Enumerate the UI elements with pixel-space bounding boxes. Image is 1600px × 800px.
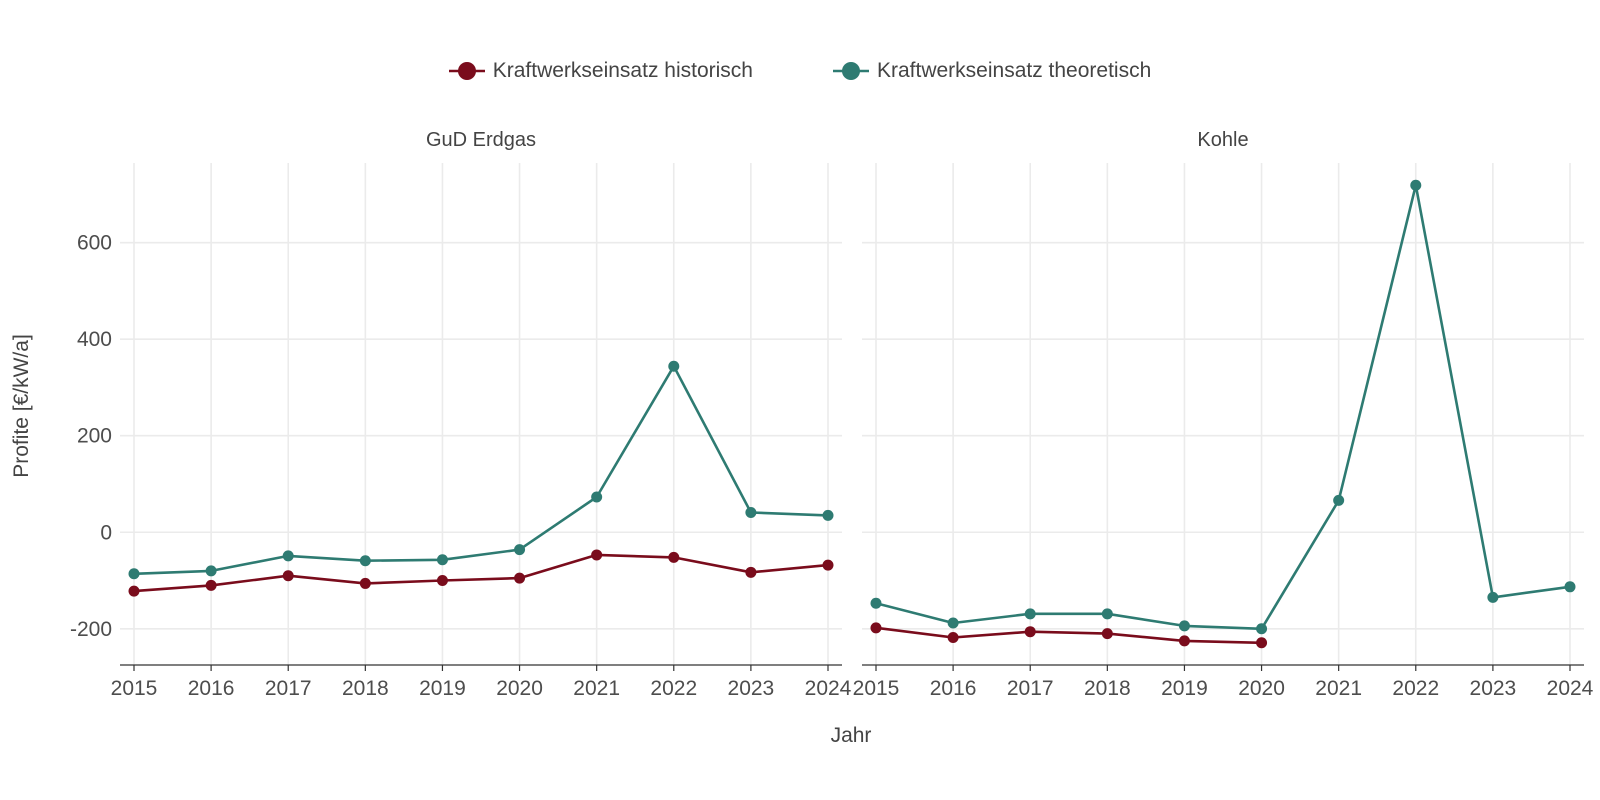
- data-point-historic[interactable]: [1101, 628, 1113, 640]
- x-tick-label: 2023: [1470, 677, 1517, 700]
- x-tick-label: 2018: [1084, 677, 1131, 700]
- data-point-theoretic[interactable]: [205, 565, 217, 577]
- data-point-historic[interactable]: [947, 631, 959, 643]
- data-point-historic[interactable]: [870, 622, 882, 634]
- data-point-historic[interactable]: [822, 559, 834, 571]
- x-tick-label: 2019: [1161, 677, 1208, 700]
- data-point-theoretic[interactable]: [668, 360, 680, 372]
- data-point-theoretic[interactable]: [1178, 620, 1190, 632]
- panel-1: 2015 2016 2017 2018 2019 2020 2021 2022 2023 2024…: [70, 129, 852, 700]
- y-tick-label: 400: [77, 328, 112, 351]
- chart-panels: 2015 2016 2017 2018 2019 2020 2021 2022 2023 2024…: [70, 129, 1594, 700]
- data-point-theoretic[interactable]: [128, 568, 140, 580]
- x-tick-label: 2022: [650, 677, 697, 700]
- x-tick-label: 2020: [1238, 677, 1285, 700]
- data-point-historic[interactable]: [745, 566, 757, 578]
- y-tick-label: -200: [70, 618, 112, 641]
- data-point-historic[interactable]: [1256, 637, 1268, 649]
- data-point-historic[interactable]: [1178, 635, 1190, 647]
- data-point-theoretic[interactable]: [1101, 608, 1113, 620]
- data-point-theoretic[interactable]: [745, 506, 757, 518]
- series-line-historic: [875, 626, 1262, 645]
- data-point-theoretic[interactable]: [282, 550, 294, 562]
- data-point-theoretic[interactable]: [1024, 608, 1036, 620]
- data-point-historic[interactable]: [282, 570, 294, 582]
- x-tick-label: 2021: [1315, 677, 1362, 700]
- data-point-theoretic[interactable]: [1256, 623, 1268, 635]
- x-tick-label: 2024: [805, 677, 852, 700]
- panel-title: GuD Erdgas: [426, 129, 536, 151]
- panel-title: Kohle: [1197, 129, 1248, 151]
- y-axis-title: Profite [€/kW/a]: [10, 334, 33, 478]
- x-tick-label: 2023: [728, 677, 775, 700]
- data-point-theoretic[interactable]: [514, 544, 526, 556]
- x-tick-label: 2021: [573, 677, 620, 700]
- data-point-theoretic[interactable]: [1487, 591, 1499, 603]
- y-tick-label: 600: [77, 232, 112, 255]
- x-tick-label: 2020: [496, 677, 543, 700]
- x-tick-label: 2016: [930, 677, 977, 700]
- data-point-theoretic[interactable]: [870, 597, 882, 609]
- data-point-historic[interactable]: [1024, 626, 1036, 638]
- x-tick-label: 2024: [1547, 677, 1594, 700]
- x-tick-label: 2015: [111, 677, 158, 700]
- data-point-historic[interactable]: [128, 585, 140, 597]
- data-point-historic[interactable]: [514, 572, 526, 584]
- data-point-theoretic[interactable]: [591, 491, 603, 503]
- x-tick-label: 2017: [1007, 677, 1054, 700]
- legend-label-theoretic: Kraftwerkseinsatz theoretisch: [876, 59, 1152, 82]
- y-tick-label: 200: [77, 425, 112, 448]
- y-tick-label: 0: [100, 521, 112, 544]
- data-point-historic[interactable]: [205, 579, 217, 591]
- data-point-theoretic[interactable]: [1333, 494, 1345, 506]
- x-tick-label: 2016: [188, 677, 235, 700]
- legend-key-historic: [448, 62, 485, 80]
- data-point-theoretic[interactable]: [1410, 179, 1422, 191]
- data-point-theoretic[interactable]: [359, 555, 371, 567]
- legend-key-theoretic: [832, 62, 869, 80]
- x-tick-label: 2017: [265, 677, 312, 700]
- legend: Kraftwerkseinsatz historisch Kraftwerkse…: [0, 57, 1600, 85]
- data-point-theoretic[interactable]: [822, 509, 834, 521]
- series-line-theoretic: [133, 364, 829, 576]
- data-point-historic[interactable]: [359, 577, 371, 589]
- data-point-theoretic[interactable]: [1564, 581, 1576, 593]
- data-point-theoretic[interactable]: [436, 554, 448, 566]
- legend-item-theoretic[interactable]: Kraftwerkseinsatz theoretisch: [832, 57, 1152, 85]
- data-point-historic[interactable]: [436, 575, 448, 587]
- legend-item-historic[interactable]: Kraftwerkseinsatz historisch: [448, 57, 753, 85]
- data-point-theoretic[interactable]: [947, 617, 959, 629]
- x-tick-label: 2015: [853, 677, 900, 700]
- legend-label-historic: Kraftwerkseinsatz historisch: [492, 59, 753, 82]
- series-line-theoretic: [875, 183, 1571, 631]
- data-point-historic[interactable]: [591, 549, 603, 561]
- x-tick-label: 2022: [1392, 677, 1439, 700]
- x-tick-label: 2018: [342, 677, 389, 700]
- x-axis-title: Jahr: [831, 724, 872, 747]
- x-tick-label: 2019: [419, 677, 466, 700]
- data-point-historic[interactable]: [668, 551, 680, 563]
- panel-2: 2015 2016 2017 2018 2019 2020 2021 2022 2023 2024…: [853, 129, 1594, 700]
- series-line-historic: [133, 553, 829, 593]
